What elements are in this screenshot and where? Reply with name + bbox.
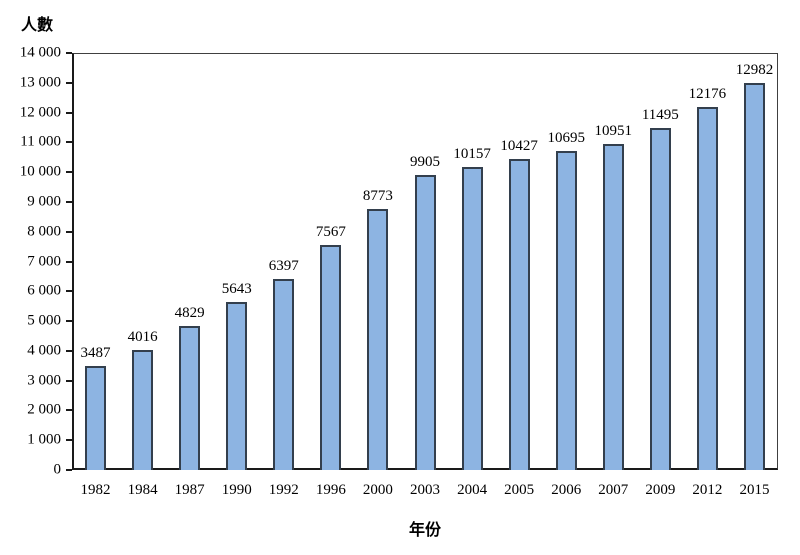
bar-value-label: 11495 [641, 107, 679, 123]
y-tick-mark [66, 349, 72, 352]
bar-1996 [320, 245, 342, 470]
x-tick-label: 2015 [739, 482, 770, 498]
y-tick-mark [66, 379, 72, 382]
bar-1992 [273, 279, 295, 470]
y-tick-label: 11 000 [20, 133, 61, 150]
x-tick-label: 1987 [174, 482, 205, 498]
y-axis-title: 人數 [21, 17, 54, 34]
bar-2006 [555, 151, 577, 470]
x-tick-label: 2000 [362, 482, 393, 498]
bar-value-label: 12176 [688, 86, 727, 102]
y-tick-label: 6 000 [27, 282, 61, 299]
bar-value-label: 9905 [410, 154, 440, 170]
y-tick-label: 8 000 [27, 223, 61, 240]
y-tick-label: 4 000 [27, 342, 61, 359]
x-tick-label: 2009 [645, 482, 676, 498]
x-tick-label: 2012 [692, 482, 723, 498]
y-tick-mark [66, 52, 72, 54]
y-tick-mark [66, 141, 72, 144]
bar-2005 [508, 159, 530, 470]
y-tick-mark [66, 409, 72, 412]
y-tick-mark [66, 200, 72, 203]
bar-2009 [649, 128, 671, 470]
y-tick-mark [66, 290, 72, 293]
y-tick-label: 12 000 [19, 104, 61, 121]
bar-2015 [743, 83, 765, 470]
bar-1990 [226, 302, 248, 470]
y-tick-mark [66, 81, 72, 84]
bar-1982 [85, 366, 107, 470]
y-tick-mark [66, 171, 72, 174]
y-tick-label: 0 [53, 461, 62, 478]
y-tick-mark [66, 439, 72, 442]
y-tick-label: 2 000 [27, 401, 61, 418]
bar-value-label: 4016 [127, 329, 158, 345]
bar-2007 [602, 144, 624, 470]
y-tick-label: 3 000 [27, 372, 61, 389]
x-tick-label: 2003 [410, 482, 440, 498]
x-tick-label: 1982 [80, 482, 111, 498]
bar-value-label: 10157 [453, 146, 491, 162]
x-tick-label: 2007 [598, 482, 629, 498]
y-tick-label: 5 000 [27, 312, 61, 329]
x-axis-title: 年份 [408, 522, 442, 539]
bar-1987 [179, 326, 201, 470]
y-tick-label: 7 000 [27, 253, 61, 269]
x-tick-label: 1992 [268, 482, 299, 498]
x-tick-label: 2005 [504, 482, 535, 498]
y-tick-label: 14 000 [19, 44, 61, 61]
x-tick-label: 1990 [221, 482, 252, 498]
bar-value-label: 3487 [80, 345, 111, 361]
bar-value-label: 4829 [174, 305, 205, 321]
bar-value-label: 10951 [594, 123, 633, 139]
x-tick-label: 2006 [551, 482, 582, 498]
y-tick-label: 1 000 [27, 431, 61, 448]
bar-value-label: 8773 [362, 188, 393, 204]
y-tick-label: 9 000 [27, 193, 61, 210]
x-tick-label: 1984 [127, 482, 158, 498]
bar-1984 [132, 350, 154, 470]
y-tick-mark [66, 230, 72, 233]
x-tick-label: 1996 [315, 482, 346, 498]
bar-2003 [414, 175, 436, 470]
y-tick-mark [66, 320, 72, 323]
bar-value-label: 12982 [735, 62, 774, 78]
bar-value-label: 10695 [547, 130, 585, 146]
bar-value-label: 7567 [315, 224, 346, 240]
bar-value-label: 6397 [268, 258, 299, 274]
y-tick-mark [66, 260, 72, 263]
bar-2000 [367, 209, 389, 470]
y-tick-mark [66, 469, 72, 471]
y-tick-label: 10 000 [19, 163, 61, 180]
bar-value-label: 5643 [221, 281, 252, 297]
bar-2004 [461, 167, 483, 470]
x-tick-label: 2004 [457, 482, 488, 498]
y-tick-label: 13 000 [19, 74, 61, 91]
y-tick-mark [66, 111, 72, 114]
bar-2012 [696, 107, 718, 470]
bar-value-label: 10427 [500, 138, 538, 154]
